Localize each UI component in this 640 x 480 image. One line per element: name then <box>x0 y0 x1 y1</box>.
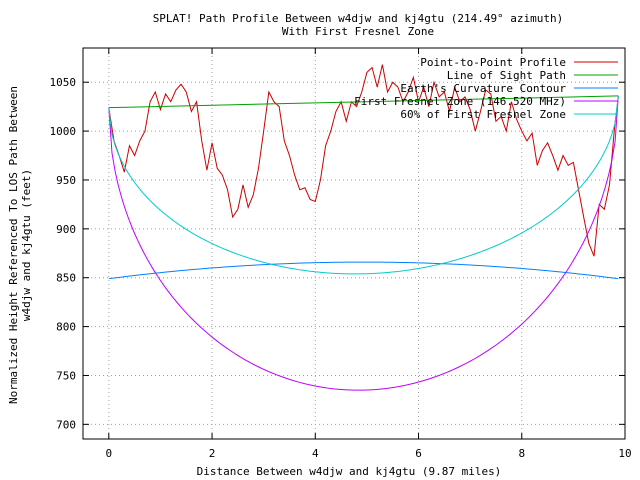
x-axis-label: Distance Between w4djw and kj4gtu (9.87 … <box>197 465 502 478</box>
legend-label: Line of Sight Path <box>447 69 566 82</box>
x-tick-label: 8 <box>518 447 525 460</box>
y-tick-label: 800 <box>56 321 76 334</box>
x-tick-label: 2 <box>209 447 216 460</box>
plot-frame <box>82 47 626 440</box>
x-tick-label: 4 <box>312 447 319 460</box>
y-axis-label-line2: w4djw and kj4gtu (feet) <box>20 169 33 321</box>
series-layer <box>108 64 619 391</box>
tick-labels: 0 2 4 6 8 10 700 750 800 850 900 950 1000 1050 <box>50 76 632 460</box>
y-axis-label-line1: Normalized Height Referenced To LOS Path… <box>7 86 20 404</box>
legend-label: 60% of First Fresnel Zone <box>400 108 566 121</box>
series-line-1 <box>108 95 619 109</box>
y-tick-label: 950 <box>56 174 76 187</box>
y-tick-label: 750 <box>56 369 76 382</box>
series-line-2 <box>108 261 619 280</box>
x-tick-label: 0 <box>105 447 112 460</box>
series-line-4 <box>108 95 619 275</box>
legend-label: First Fresnel Zone (146.520 MHz) <box>354 95 566 108</box>
y-tick-label: 700 <box>56 418 76 431</box>
y-axis-label-group: Normalized Height Referenced To LOS Path… <box>7 86 33 404</box>
chart-title: SPLAT! Path Profile Between w4djw and kj… <box>153 12 564 25</box>
y-tick-label: 1000 <box>50 125 77 138</box>
x-tick-label: 10 <box>618 447 631 460</box>
legend-label: Earth's Curvature Contour <box>400 82 566 95</box>
legend-label: Point-to-Point Profile <box>420 56 566 69</box>
series-line-3 <box>108 95 619 391</box>
y-tick-label: 1050 <box>50 76 77 89</box>
series-line-0 <box>108 64 619 257</box>
chart-subtitle: With First Fresnel Zone <box>282 25 434 38</box>
x-tick-label: 6 <box>415 447 422 460</box>
y-tick-label: 900 <box>56 223 76 236</box>
y-tick-label: 850 <box>56 272 76 285</box>
